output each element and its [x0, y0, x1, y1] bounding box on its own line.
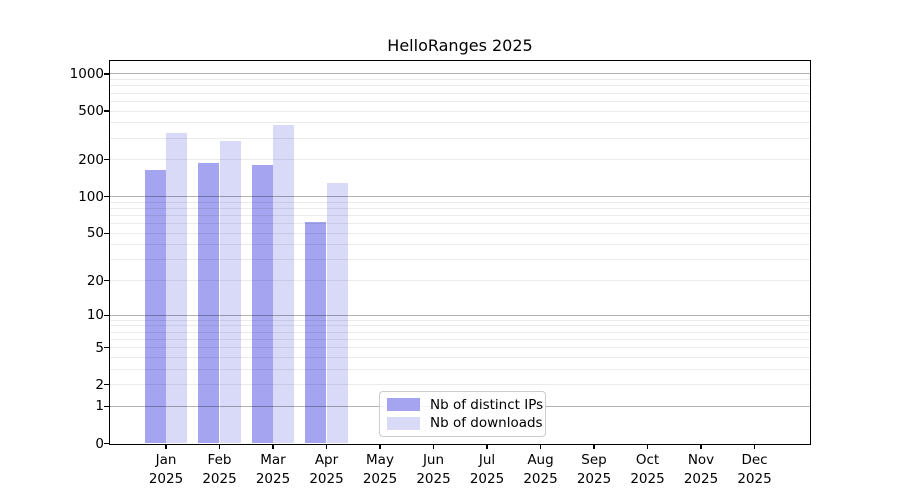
bar-distinct-ips-jan	[144, 170, 166, 444]
x-tick-label: Mar 2025	[255, 451, 291, 487]
minor-gridline	[110, 280, 810, 282]
y-tick-label: 0	[95, 435, 104, 452]
bar-downloads-apr	[326, 182, 348, 444]
x-tick-mark	[272, 444, 274, 450]
y-tick-mark	[104, 110, 109, 112]
x-tick-mark	[539, 444, 542, 450]
y-tick-label: 500	[78, 103, 104, 119]
minor-gridline	[110, 331, 810, 333]
y-tick-mark	[104, 159, 109, 161]
x-tick-label: Aug 2025	[523, 451, 558, 487]
major-gridline	[110, 73, 810, 75]
x-tick-label: Feb 2025	[202, 451, 237, 487]
top-spine	[108, 59, 812, 61]
right-spine	[810, 59, 812, 445]
y-tick-label: 1000	[69, 65, 104, 82]
bottom-spine	[108, 443, 812, 445]
y-tick-label: 100	[78, 188, 104, 205]
minor-gridline	[110, 137, 810, 139]
x-tick-mark	[325, 444, 328, 450]
minor-gridline	[110, 368, 810, 370]
y-tick-label: 20	[86, 272, 104, 289]
major-gridline	[110, 196, 810, 198]
minor-gridline	[110, 100, 810, 102]
y-tick-mark	[104, 405, 109, 408]
legend-item: Nb of downloads	[387, 415, 543, 431]
y-tick-label: 10	[86, 307, 104, 324]
minor-gridline	[110, 201, 810, 203]
x-tick-label: Nov 2025	[683, 451, 719, 487]
minor-gridline	[110, 159, 810, 161]
x-tick-label: Jan 2025	[148, 451, 184, 487]
minor-gridline	[110, 347, 810, 349]
x-tick-label: May 2025	[362, 451, 398, 487]
minor-gridline	[110, 356, 810, 358]
y-tick-label: 5	[95, 339, 104, 356]
minor-gridline	[110, 325, 810, 327]
x-tick-mark	[700, 444, 702, 450]
x-tick-mark	[379, 444, 381, 450]
y-tick-mark	[104, 314, 109, 316]
y-tick-mark	[104, 347, 109, 349]
minor-gridline	[110, 215, 810, 217]
minor-gridline	[110, 244, 810, 246]
x-tick-label: Apr 2025	[309, 451, 344, 487]
x-tick-mark	[218, 444, 221, 450]
x-tick-mark	[165, 444, 167, 450]
distinct-ips-swatch	[387, 398, 420, 411]
chart-title: HelloRanges 2025	[387, 36, 533, 55]
bar-distinct-ips-mar	[251, 165, 273, 444]
x-tick-label: Jun 2025	[416, 451, 451, 487]
y-tick-mark	[104, 73, 109, 75]
bar-downloads-jan	[166, 133, 188, 444]
x-tick-mark	[593, 444, 595, 450]
left-spine	[108, 59, 110, 445]
minor-gridline	[110, 79, 810, 81]
x-tick-mark	[646, 444, 649, 450]
legend-label: Nb of downloads	[430, 415, 543, 432]
bar-downloads-feb	[219, 140, 241, 444]
minor-gridline	[110, 384, 810, 386]
minor-gridline	[110, 122, 810, 124]
x-tick-label: Dec 2025	[737, 451, 772, 487]
minor-gridline	[110, 207, 810, 209]
minor-gridline	[110, 338, 810, 340]
y-tick-label: 50	[86, 225, 104, 242]
y-tick-label: 200	[78, 151, 104, 168]
minor-gridline	[110, 223, 810, 225]
x-tick-mark	[486, 444, 488, 450]
y-tick-mark	[104, 232, 109, 234]
legend-item: Nb of distinct IPs	[387, 397, 543, 413]
x-tick-label: Oct 2025	[630, 451, 665, 487]
minor-gridline	[110, 92, 810, 94]
major-gridline	[110, 314, 810, 316]
y-tick-mark	[104, 280, 109, 282]
legend-label: Nb of distinct IPs	[430, 396, 544, 413]
y-tick-label: 2	[95, 376, 104, 393]
x-tick-label: Jul 2025	[469, 451, 505, 487]
y-tick-mark	[104, 196, 109, 198]
minor-gridline	[110, 232, 810, 234]
x-tick-label: Sep 2025	[576, 451, 612, 487]
minor-gridline	[110, 110, 810, 112]
y-tick-mark	[104, 384, 109, 386]
x-tick-mark	[432, 444, 435, 450]
legend: Nb of distinct IPs Nb of downloads	[379, 391, 546, 437]
plot-area	[110, 61, 810, 444]
bar-downloads-mar	[273, 124, 295, 444]
bar-distinct-ips-apr	[305, 221, 327, 444]
bar-distinct-ips-feb	[198, 162, 220, 444]
minor-gridline	[110, 319, 810, 321]
y-tick-mark	[104, 442, 109, 445]
x-tick-mark	[753, 444, 756, 450]
downloads-swatch	[387, 417, 420, 430]
y-tick-label: 1	[95, 398, 104, 415]
minor-gridline	[110, 259, 810, 261]
minor-gridline	[110, 85, 810, 87]
